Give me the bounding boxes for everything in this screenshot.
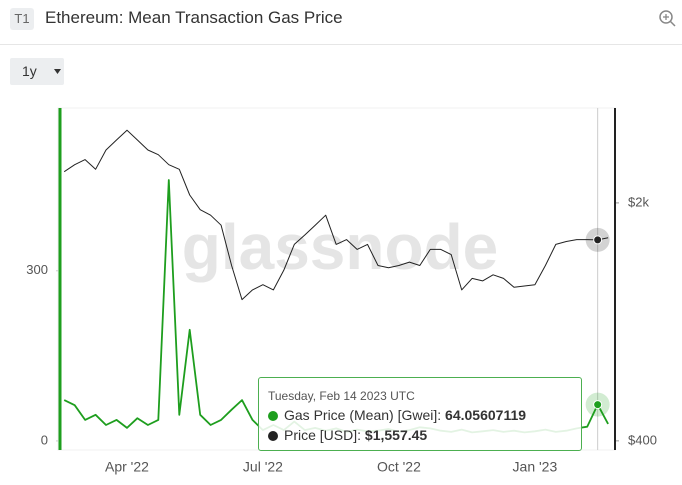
tooltip-dot [268,411,278,421]
header: T1 Ethereum: Mean Transaction Gas Price [0,0,682,45]
y2-tick-label: $400 [628,432,657,447]
x-tick-label: Jan '23 [513,459,558,475]
tooltip-series: Gas Price (Mean) [Gwei] [284,407,438,423]
series-line [63,129,609,301]
x-tick-label: Apr '22 [105,459,149,475]
tooltip-sep: : [357,427,362,443]
dropdown-arrow [54,69,61,74]
tooltip-sep: : [437,407,442,423]
tooltip-series: Price [USD] [284,427,358,443]
range-selector[interactable]: 1y [10,58,64,85]
zoom-button[interactable] [658,9,676,27]
x-tick-label: Oct '22 [377,459,421,475]
range-label: 1y [22,63,37,79]
badge: T1 [10,8,34,30]
tooltip-row: Price [USD]: $1,557.45 [268,427,427,443]
x-tick-label: Jul '22 [243,459,283,475]
tooltip-value: $1,557.45 [364,427,428,443]
tooltip-value: 64.05607119 [445,407,527,423]
y-tick-label: 0 [41,432,48,447]
tooltip-row: Gas Price (Mean) [Gwei]: 64.05607119 [268,407,526,423]
tooltip: Tuesday, Feb 14 2023 UTC Gas Price (Mean… [258,377,582,451]
highlight-point [593,235,603,245]
y-tick-label: 300 [26,262,48,277]
highlight-point [593,400,603,410]
tooltip-dot [268,431,278,441]
y2-tick-label: $2k [628,194,649,209]
title: Ethereum: Mean Transaction Gas Price [45,8,343,27]
watermark: glassnode [182,211,499,283]
tooltip-title: Tuesday, Feb 14 2023 UTC [268,389,415,403]
